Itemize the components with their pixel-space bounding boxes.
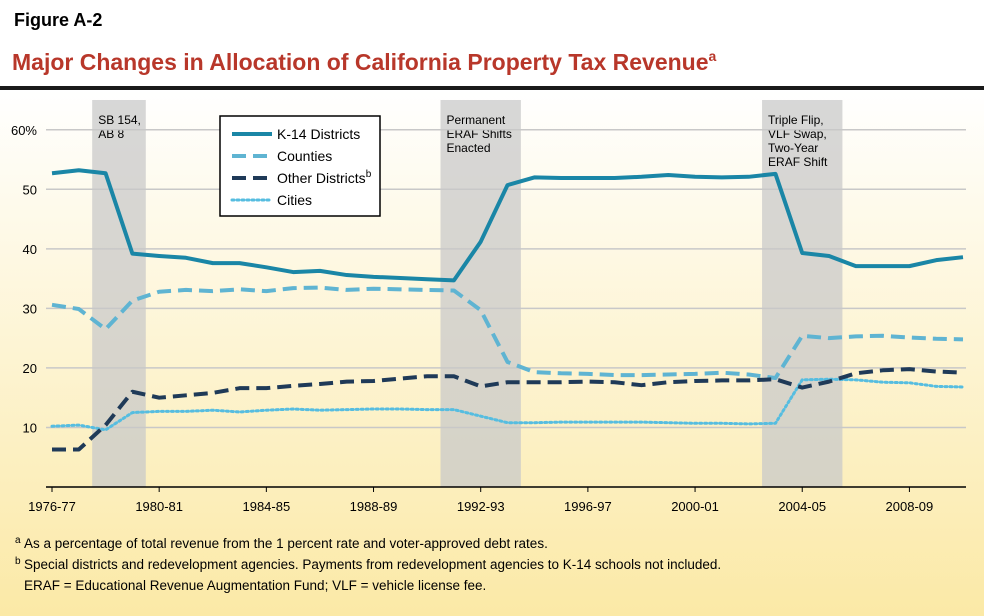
x-tick-label: 1984-85 [242, 499, 290, 514]
legend-label: Other Districtsb [277, 169, 372, 186]
title-note: a [709, 48, 717, 64]
header-rule [0, 86, 984, 90]
series-line [52, 367, 964, 452]
x-tick-label: 1980-81 [135, 499, 183, 514]
x-tick-label: 2000-01 [671, 499, 719, 514]
legend-name: Cities [277, 192, 312, 208]
series-line [51, 168, 964, 283]
legend-name: K-14 Districts [277, 126, 360, 142]
y-tick-label: 20 [23, 361, 37, 376]
y-tick-label: 40 [23, 242, 37, 257]
legend-name: Other Districts [277, 170, 366, 186]
x-tick-label: 2004-05 [778, 499, 826, 514]
legend-label: K-14 Districts [277, 126, 360, 142]
x-tick-label: 1976-77 [28, 499, 76, 514]
series-line [51, 285, 964, 381]
footnote: Special districts and redevelopment agen… [24, 557, 721, 572]
period-label: Enacted [447, 141, 491, 155]
x-tick-label: 1988-89 [350, 499, 398, 514]
period-label: Triple Flip, [768, 113, 824, 127]
footnote-mark: a [15, 535, 21, 546]
period-label: Permanent [447, 113, 506, 127]
legend-label: Cities [277, 192, 312, 208]
shaded-period [440, 100, 521, 487]
figure-label: Figure A-2 [14, 10, 102, 30]
x-tick-label: 1992-93 [457, 499, 505, 514]
x-tick-label: 1996-97 [564, 499, 612, 514]
footnote-mark: b [15, 556, 21, 567]
x-tick-label: 2008-09 [886, 499, 934, 514]
legend-name: Counties [277, 148, 332, 164]
period-label: ERAF Shift [768, 155, 828, 169]
title-text: Major Changes in Allocation of Californi… [12, 49, 709, 75]
footnote: ERAF = Educational Revenue Augmentation … [24, 578, 486, 593]
period-label: SB 154, [98, 113, 141, 127]
period-label: Two-Year [768, 141, 818, 155]
y-tick-label: 60% [11, 123, 37, 138]
y-tick-label: 50 [23, 182, 37, 197]
legend-label: Counties [277, 148, 332, 164]
series-line [50, 377, 965, 432]
legend-note: b [366, 169, 372, 180]
y-tick-label: 10 [23, 420, 37, 435]
y-tick-label: 30 [23, 301, 37, 316]
chart-title: Major Changes in Allocation of Californi… [12, 48, 717, 75]
footnote: As a percentage of total revenue from th… [24, 536, 548, 551]
